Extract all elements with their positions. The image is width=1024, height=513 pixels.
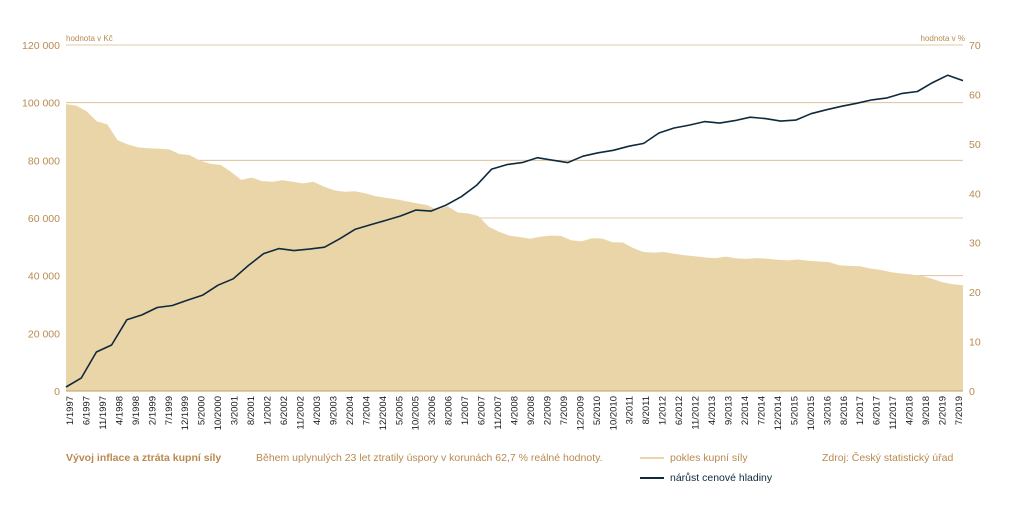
x-tick-label: 11/2012: [691, 396, 702, 430]
x-tick-label: 5/2005: [394, 396, 405, 425]
y-right-tick-label: 30: [969, 238, 981, 250]
y-right-tick-label: 50: [969, 139, 981, 151]
x-tick-label: 9/2018: [921, 396, 932, 425]
x-tick-label: 4/2008: [510, 396, 521, 425]
y-left-tick-label: 0: [54, 386, 60, 398]
x-tick-label: 12/1999: [180, 396, 191, 430]
legend-item-line: nárůst cenové hladiny: [640, 472, 772, 484]
x-tick-label: 12/2009: [575, 396, 586, 430]
x-tick-label: 7/2009: [559, 396, 570, 425]
y-right-tick-label: 0: [969, 386, 975, 398]
x-tick-label: 8/2011: [641, 396, 652, 424]
x-tick-label: 3/2011: [625, 396, 636, 424]
x-tick-label: 7/2014: [756, 396, 767, 425]
x-tick-label: 6/1997: [82, 396, 93, 425]
x-tick-label: 3/2016: [822, 396, 833, 425]
x-tick-label: 7/2019: [954, 396, 965, 425]
chart-title: Vývoj inflace a ztráta kupní síly: [66, 452, 222, 464]
x-tick-label: 11/2002: [296, 396, 307, 430]
x-tick-label: 1/2012: [658, 396, 669, 425]
legend-swatch-line: [640, 477, 664, 480]
y-left-tick-label: 40 000: [28, 271, 60, 283]
x-tick-label: 12/2004: [378, 396, 389, 430]
x-tick-label: 10/2005: [411, 396, 422, 430]
x-tick-label: 2/2004: [345, 396, 356, 425]
x-tick-label: 1/1997: [65, 396, 76, 425]
x-tick-label: 1/2007: [460, 396, 471, 425]
x-tick-label: 7/1999: [164, 396, 175, 425]
y-left-tick-label: 20 000: [28, 328, 60, 340]
x-tick-label: 2/2009: [542, 396, 553, 425]
x-tick-label: 6/2012: [674, 396, 685, 425]
x-tick-label: 8/2001: [246, 396, 257, 425]
legend-label-area: pokles kupní síly: [670, 452, 748, 464]
x-tick-label: 9/1998: [131, 396, 142, 425]
y-axis-left: 0 20 000 40 000 60 000 80 000 100 000 120 000: [22, 40, 60, 398]
x-tick-label: 11/1997: [98, 396, 109, 430]
x-tick-label: 11/2017: [888, 396, 899, 430]
y-right-tick-label: 20: [969, 287, 981, 299]
x-tick-label: 10/2010: [608, 396, 619, 430]
y-axis-right: 0 10 20 30 40 50 60 70: [969, 40, 981, 398]
x-tick-label: 2/2019: [938, 396, 949, 425]
x-tick-label: 4/2018: [905, 396, 916, 425]
chart-source: Zdroj: Český statistický úřad: [822, 452, 954, 464]
legend-swatch-area: [640, 457, 664, 460]
x-tick-label: 1/2002: [263, 396, 274, 425]
x-tick-label: 11/2007: [493, 396, 504, 430]
x-tick-label: 10/2015: [806, 396, 817, 430]
x-tick-label: 5/2015: [789, 396, 800, 425]
y-right-tick-label: 10: [969, 337, 981, 349]
series-area-purchasing-power: [66, 104, 963, 391]
y-right-tick-label: 70: [969, 40, 981, 52]
x-axis: 1/1997 6/1997 11/1997 4/1998 9/1998 2/1999 7/1…: [65, 390, 965, 430]
x-tick-label: 8/2006: [444, 396, 455, 425]
y-left-tick-label: 80 000: [28, 155, 60, 167]
y-left-tick-label: 60 000: [28, 213, 60, 225]
legend-label-line: nárůst cenové hladiny: [670, 472, 773, 484]
x-tick-label: 4/1998: [114, 396, 125, 425]
y-right-tick-label: 60: [969, 89, 981, 101]
x-tick-label: 6/2007: [477, 396, 488, 425]
x-tick-label: 4/2003: [312, 396, 323, 425]
x-tick-label: 9/2013: [724, 396, 735, 425]
x-tick-label: 12/2014: [773, 396, 784, 430]
x-tick-label: 2/2014: [740, 396, 751, 425]
x-tick-label: 9/2008: [526, 396, 537, 425]
y-left-tick-label: 100 000: [22, 98, 60, 110]
x-tick-label: 5/2010: [592, 396, 603, 425]
x-tick-label: 2/1999: [147, 396, 158, 425]
x-tick-label: 3/2001: [230, 396, 241, 425]
y-right-tick-label: 40: [969, 188, 981, 200]
x-tick-label: 6/2017: [872, 396, 883, 425]
series-line-price-level: [65, 74, 964, 388]
x-tick-label: 5/2000: [197, 396, 208, 425]
x-tick-label: 1/2017: [855, 396, 866, 425]
y-axis-left-label: hodnota v Kč: [66, 34, 113, 43]
x-tick-label: 9/2003: [328, 396, 339, 425]
x-tick-label: 8/2016: [839, 396, 850, 425]
legend-item-area: pokles kupní síly: [640, 452, 748, 464]
y-left-tick-label: 120 000: [22, 40, 60, 52]
x-tick-label: 6/2002: [279, 396, 290, 425]
chart-note: Během uplynulých 23 let ztratily úspory …: [256, 452, 603, 464]
y-axis-right-label: hodnota v %: [921, 34, 965, 43]
x-tick-label: 7/2004: [361, 396, 372, 425]
x-tick-label: 10/2000: [213, 396, 224, 430]
x-tick-label: 4/2013: [707, 396, 718, 425]
x-tick-label: 3/2006: [427, 396, 438, 425]
